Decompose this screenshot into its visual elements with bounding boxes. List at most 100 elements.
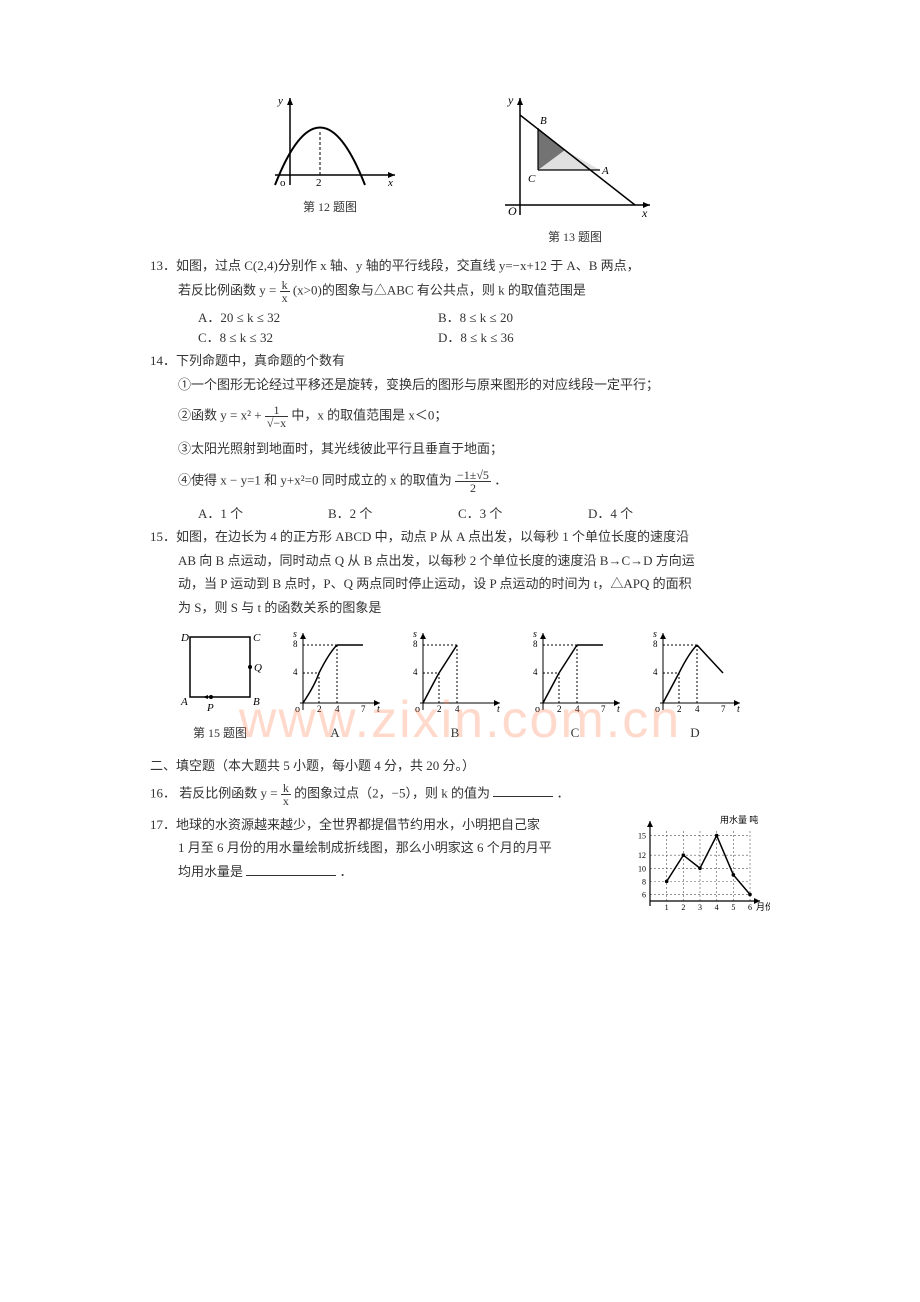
- svg-text:8: 8: [413, 639, 418, 649]
- fig13-caption: 第 13 题图: [490, 228, 660, 246]
- q17-line3: 均用水量是: [178, 864, 243, 879]
- svg-text:o: o: [535, 704, 540, 715]
- svg-text:t: t: [377, 704, 380, 715]
- q14-item4-fraction: −1±√5 2: [455, 469, 491, 494]
- svg-text:2: 2: [317, 704, 322, 714]
- section2-title: 二、填空题（本大题共 5 小题，每小题 4 分，共 20 分。）: [150, 756, 770, 776]
- q17-line3-row: 均用水量是 ．: [150, 862, 620, 882]
- q15-figures-row: D C A B Q P 第 15 题图 o t s: [150, 625, 770, 742]
- q16: 16． 若反比例函数 y = k x 的图象过点（2，−5），则 k 的值为 ．: [150, 782, 770, 807]
- svg-text:D: D: [180, 632, 189, 644]
- svg-text:C: C: [253, 632, 261, 644]
- q13-opt-c: C．8 ≤ k ≤ 32: [198, 328, 438, 348]
- svg-text:7: 7: [721, 704, 726, 714]
- q15-line3: 动，当 P 运动到 B 点时，P、Q 两点同时停止运动，设 P 点运动的时间为 …: [150, 574, 770, 594]
- q15-option-c-figure: o t s 2 4 7 4 8 C: [525, 625, 625, 742]
- q14-number: 14．: [150, 353, 176, 368]
- svg-text:月份: 月份: [756, 901, 770, 912]
- fig15-caption: 第 15 题图: [175, 724, 265, 742]
- q13-fraction: k x: [280, 279, 290, 304]
- q15-chart-c: o t s 2 4 7 4 8: [525, 625, 625, 715]
- q15-chart-d: o t s 2 4 7 4 8: [645, 625, 745, 715]
- q17-text: 17．地球的水资源越来越少，全世界都提倡节约用水，小明把自己家 1 月至 6 月…: [150, 811, 620, 886]
- q15-opt-d-label: D: [645, 723, 745, 743]
- q17: 17．地球的水资源越来越少，全世界都提倡节约用水，小明把自己家 1 月至 6 月…: [150, 811, 770, 927]
- svg-text:2: 2: [437, 704, 442, 714]
- svg-text:12: 12: [638, 851, 646, 860]
- svg-text:O: O: [508, 204, 517, 218]
- svg-text:B: B: [253, 696, 260, 708]
- q13-options-row1: A．20 ≤ k ≤ 32 B．8 ≤ k ≤ 20: [150, 308, 770, 328]
- svg-text:3: 3: [698, 903, 702, 912]
- svg-text:A: A: [180, 696, 188, 708]
- svg-text:7: 7: [601, 704, 606, 714]
- svg-text:2: 2: [557, 704, 562, 714]
- svg-text:2: 2: [681, 903, 685, 912]
- q14-stem: 下列命题中，真命题的个数有: [176, 353, 345, 368]
- svg-text:Q: Q: [254, 662, 262, 674]
- q15-square-svg: D C A B Q P: [175, 627, 265, 717]
- figure-q13: O x y B A C 第 13 题图: [490, 90, 660, 246]
- svg-text:4: 4: [533, 667, 538, 677]
- q15-chart-b: o t s 2 4 4 8: [405, 625, 505, 715]
- q14-item3: ③太阳光照射到地面时，其光线彼此平行且垂直于地面；: [150, 439, 770, 459]
- q12-parabola-svg: o 2 x y: [260, 90, 400, 190]
- q14: 14．下列命题中，真命题的个数有: [150, 351, 770, 371]
- q15-opt-a-label: A: [285, 723, 385, 743]
- svg-text:4: 4: [335, 704, 340, 714]
- svg-text:y: y: [507, 93, 514, 107]
- q17-number: 17．: [150, 817, 176, 832]
- svg-text:10: 10: [638, 864, 646, 873]
- axis-origin-label: o: [280, 177, 286, 189]
- svg-text:用水量 吨: 用水量 吨: [720, 814, 758, 825]
- svg-text:4: 4: [653, 667, 658, 677]
- top-figures-row: o 2 x y 第 12 题图 O x: [150, 90, 770, 246]
- q14-item2: ②函数 y = x² + 1 √−x 中，x 的取值范围是 x＜0；: [150, 404, 770, 429]
- q15: 15．如图，在边长为 4 的正方形 ABCD 中，动点 P 从 A 点出发，以每…: [150, 527, 770, 547]
- svg-text:P: P: [206, 702, 214, 714]
- svg-text:5: 5: [731, 903, 735, 912]
- svg-text:1: 1: [665, 903, 669, 912]
- svg-text:4: 4: [575, 704, 580, 714]
- figure-q12: o 2 x y 第 12 题图: [260, 90, 400, 246]
- q14-item2-fraction: 1 √−x: [265, 404, 288, 429]
- svg-text:8: 8: [293, 639, 298, 649]
- svg-text:6: 6: [642, 890, 646, 899]
- svg-text:4: 4: [293, 667, 298, 677]
- svg-text:4: 4: [455, 704, 460, 714]
- q13-number: 13．: [150, 258, 176, 273]
- q13-options-row2: C．8 ≤ k ≤ 32 D．8 ≤ k ≤ 36: [150, 328, 770, 348]
- svg-text:o: o: [655, 704, 660, 715]
- q14-opt-c: C．3 个: [458, 504, 588, 524]
- q17-line2: 1 月至 6 月份的用水量绘制成折线图，那么小明家这 6 个月的月平: [150, 838, 620, 858]
- svg-text:t: t: [737, 704, 740, 715]
- svg-text:C: C: [528, 173, 536, 185]
- q16-fraction: k x: [281, 782, 291, 807]
- svg-text:2: 2: [677, 704, 682, 714]
- q17-blank: [246, 862, 336, 876]
- q13-opt-b: B．8 ≤ k ≤ 20: [438, 308, 678, 328]
- q14-options: A．1 个 B．2 个 C．3 个 D．4 个: [150, 504, 770, 524]
- q13-triangle-svg: O x y B A C: [490, 90, 660, 220]
- svg-text:7: 7: [361, 704, 366, 714]
- q13-opt-a: A．20 ≤ k ≤ 32: [198, 308, 438, 328]
- q13: 13．如图，过点 C(2,4)分别作 x 轴、y 轴的平行线段，交直线 y=−x…: [150, 256, 770, 276]
- svg-text:2: 2: [316, 177, 322, 189]
- svg-text:x: x: [387, 177, 393, 189]
- svg-text:15: 15: [638, 831, 646, 840]
- page: www.zixin.com.cn o 2 x y 第 12 题图: [0, 0, 920, 1302]
- q15-line2: AB 向 B 点运动，同时动点 Q 从 B 点出发，以每秒 2 个单位长度的速度…: [150, 551, 770, 571]
- q15-opt-c-label: C: [525, 723, 625, 743]
- svg-text:4: 4: [695, 704, 700, 714]
- svg-text:o: o: [415, 704, 420, 715]
- svg-text:8: 8: [533, 639, 538, 649]
- q15-opt-b-label: B: [405, 723, 505, 743]
- q15-option-a-figure: o t s 2 4 7 4 8 A: [285, 625, 385, 742]
- q16-blank: [493, 783, 553, 797]
- svg-text:o: o: [295, 704, 300, 715]
- q13-opt-d: D．8 ≤ k ≤ 36: [438, 328, 678, 348]
- q17-chart: 68101215123456用水量 吨月份: [620, 811, 770, 927]
- q15-number: 15．: [150, 529, 176, 544]
- fig12-caption: 第 12 题图: [260, 198, 400, 216]
- q15-line4: 为 S，则 S 与 t 的函数关系的图象是: [150, 598, 770, 618]
